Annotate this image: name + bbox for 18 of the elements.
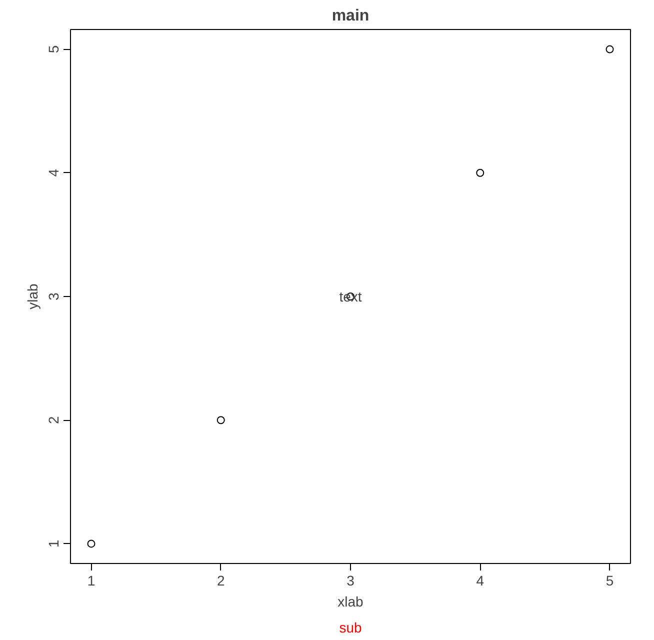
x-tick-label: 3 <box>346 572 355 588</box>
point <box>216 416 225 424</box>
point <box>87 540 96 548</box>
chart-title: main <box>332 8 370 24</box>
y-tick-label: 5 <box>46 45 62 54</box>
x-axis-title: xlab <box>338 594 364 610</box>
y-tick-label: 1 <box>46 540 62 548</box>
y-tick-label: 3 <box>46 292 62 300</box>
point <box>476 168 484 177</box>
y-axis-title: ylab <box>24 283 40 310</box>
y-tick-label: 2 <box>46 416 62 424</box>
x-tick-label: 1 <box>87 572 96 588</box>
text: sub <box>339 620 362 636</box>
x-tick-label: 2 <box>216 572 225 588</box>
point <box>606 45 614 54</box>
x-tick-label: 4 <box>476 572 484 588</box>
x-tick-label: 5 <box>606 572 614 588</box>
y-tick-label: 4 <box>46 168 62 177</box>
